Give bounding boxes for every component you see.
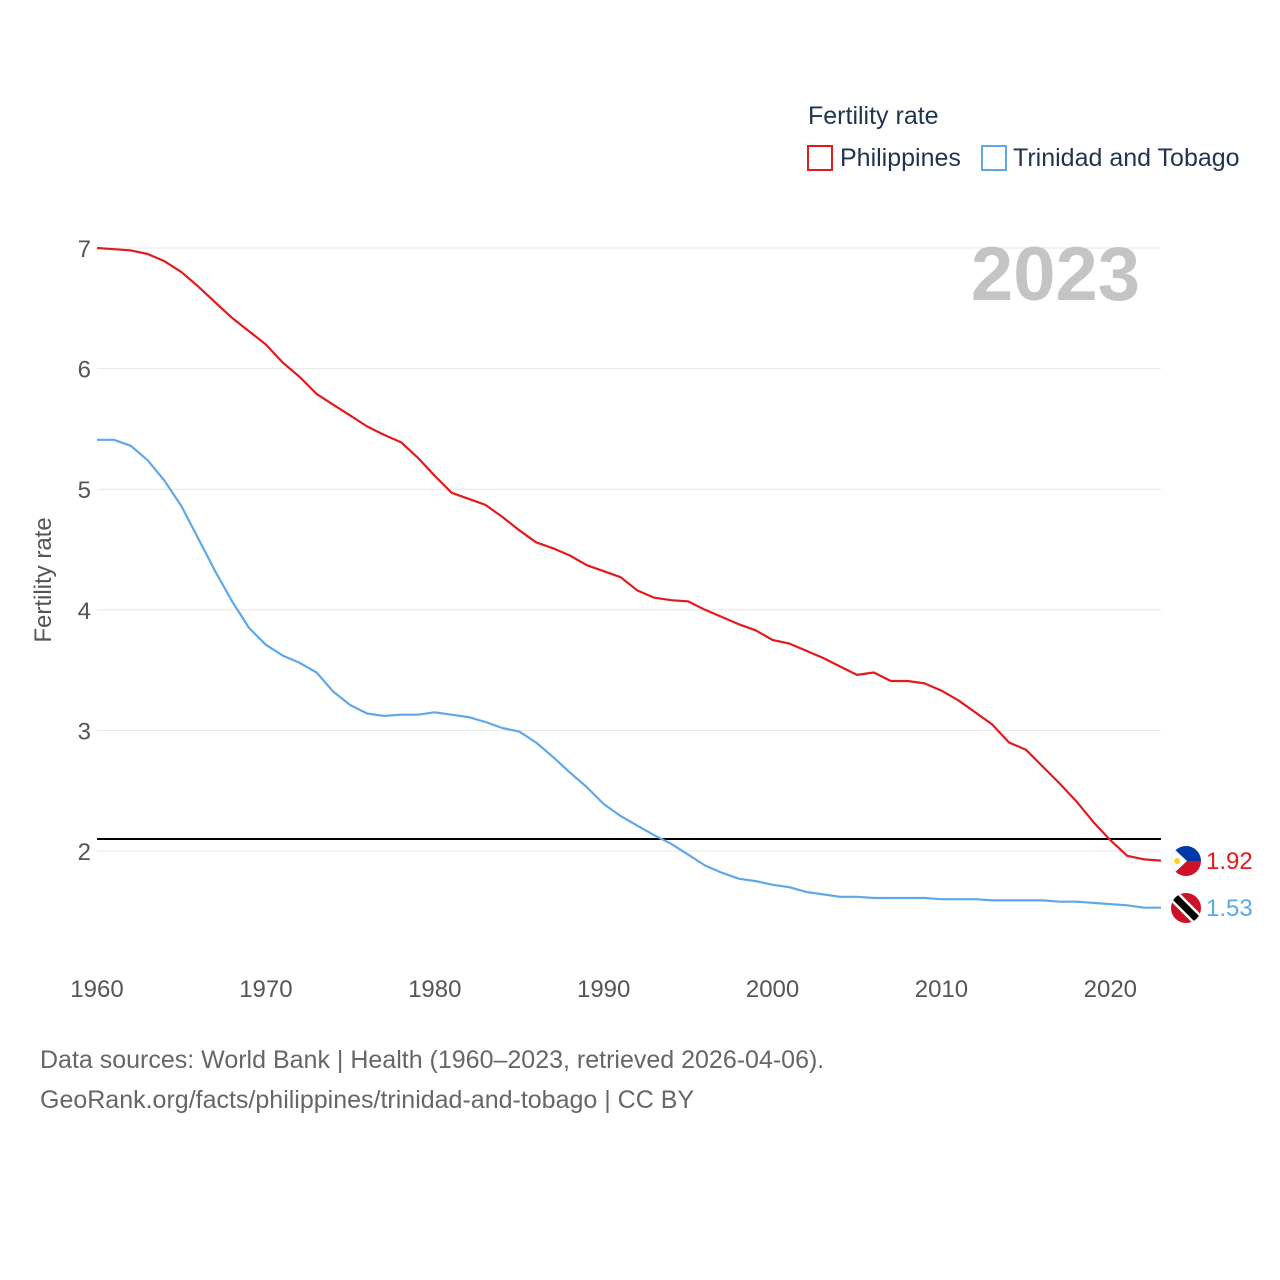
end-value-label-trinidad-and-tobago: 1.53: [1206, 895, 1253, 922]
y-tick-label-4: 4: [78, 598, 91, 625]
x-tick-label-2020: 2020: [1084, 976, 1137, 1003]
x-tick-label-1960: 1960: [70, 976, 123, 1003]
y-tick-label-7: 7: [78, 236, 91, 263]
y-tick-label-2: 2: [78, 839, 91, 866]
x-tick-label-1990: 1990: [577, 976, 630, 1003]
legend-title: Fertility rate: [808, 102, 939, 130]
legend-label-philippines: Philippines: [840, 144, 961, 172]
legend-item-trinidad-and-tobago[interactable]: Trinidad and Tobago: [981, 144, 1240, 172]
y-tick-label-5: 5: [78, 477, 91, 504]
legend-item-philippines[interactable]: Philippines: [807, 144, 961, 172]
x-tick-label-2000: 2000: [746, 976, 799, 1003]
legend: Fertility rate Philippines Trinidad and …: [807, 102, 1240, 172]
fertility-rate-chart: 2 3 4 5 6 7 1960 1970 1980 1990 2000 2010 2020 1.92…: [30, 102, 1253, 1003]
source-line-2[interactable]: GeoRank.org/facts/philippines/trinidad-a…: [40, 1086, 695, 1114]
legend-swatch-trinidad-and-tobago: [981, 145, 1007, 171]
series-line-trinidad-and-tobago[interactable]: [97, 438, 1161, 909]
x-tick-label-1970: 1970: [239, 976, 292, 1003]
legend-swatch-philippines: [807, 145, 833, 171]
y-tick-label-3: 3: [78, 718, 91, 745]
legend-label-trinidad-and-tobago: Trinidad and Tobago: [1013, 144, 1240, 172]
y-axis-label: Fertility rate: [30, 517, 57, 642]
y-tick-label-6: 6: [78, 357, 91, 384]
philippines-flag: [1171, 846, 1201, 876]
source-line-1: Data sources: World Bank | Health (1960–…: [40, 1046, 825, 1074]
year-label: 2023: [971, 232, 1140, 317]
x-tick-label-1980: 1980: [408, 976, 461, 1003]
series-line-philippines[interactable]: [96, 246, 1162, 862]
source-note: Data sources: World Bank | Health (1960–…: [40, 1040, 824, 1120]
end-value-label-philippines: 1.92: [1206, 848, 1253, 875]
x-tick-label-2010: 2010: [915, 976, 968, 1003]
trinidad-and-tobago-flag: [1171, 893, 1201, 923]
